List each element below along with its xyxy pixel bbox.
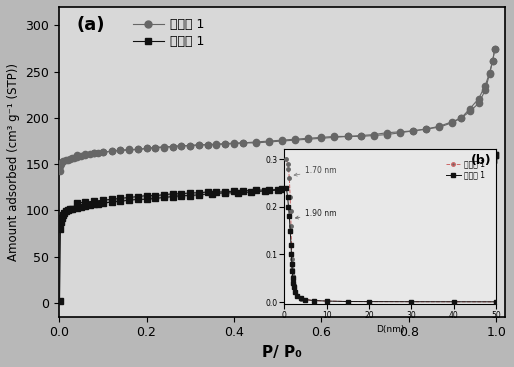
Text: (a): (a) — [77, 16, 105, 34]
X-axis label: P/ P₀: P/ P₀ — [262, 345, 302, 360]
Y-axis label: Amount adsorbed (cm³ g⁻¹ (STP)): Amount adsorbed (cm³ g⁻¹ (STP)) — [7, 63, 20, 261]
Legend: 实施例 1, 比较例 1: 实施例 1, 比较例 1 — [128, 13, 210, 53]
